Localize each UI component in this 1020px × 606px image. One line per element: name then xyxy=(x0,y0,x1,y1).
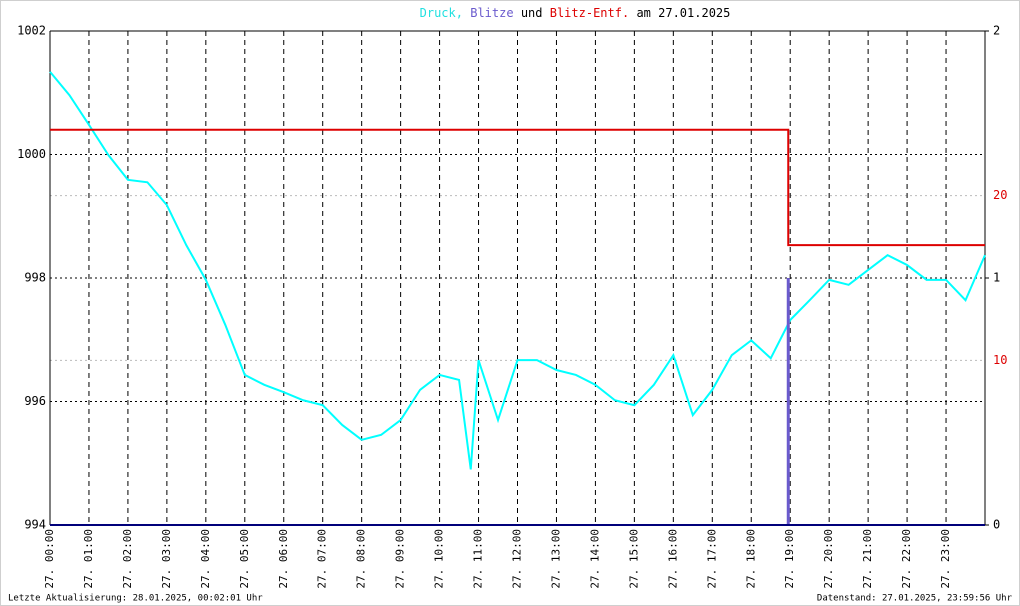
y2-tick-label: 2 xyxy=(993,24,1000,38)
x-tick-label: 27. 04:00 xyxy=(199,529,212,589)
y-tick-label: 1002 xyxy=(17,24,46,38)
x-tick-label: 27. 15:00 xyxy=(627,529,640,589)
y3-tick-label: 10 xyxy=(993,353,1007,367)
bar xyxy=(786,278,790,525)
title-part: Druck, xyxy=(420,6,463,20)
x-tick-label: 27. 23:00 xyxy=(939,529,952,589)
y3-tick-label: 20 xyxy=(993,188,1007,202)
y-tick-label: 996 xyxy=(24,394,46,408)
x-tick-label: 27. 11:00 xyxy=(472,529,485,589)
x-tick-label: 27. 07:00 xyxy=(316,529,329,589)
x-tick-label: 27. 19:00 xyxy=(783,529,796,589)
x-tick-label: 27. 12:00 xyxy=(511,529,524,589)
x-tick-label: 27. 02:00 xyxy=(121,529,134,589)
x-tick-label: 27. 09:00 xyxy=(394,529,407,589)
title-part: Blitze xyxy=(470,6,513,20)
x-tick-label: 27. 20:00 xyxy=(822,529,835,589)
y2-tick-label: 1 xyxy=(993,271,1000,285)
x-tick-label: 27. 06:00 xyxy=(277,529,290,589)
title-part: und xyxy=(521,6,543,20)
chart-title: Druck, Blitze und Blitz-Entf. am 27.01.2… xyxy=(420,6,731,20)
x-tick-label: 27. 14:00 xyxy=(588,529,601,589)
x-tick-label: 27. 18:00 xyxy=(744,529,757,589)
x-tick-label: 27. 21:00 xyxy=(861,529,874,589)
title-part: Blitz-Entf. xyxy=(550,6,629,20)
x-tick-label: 27. 08:00 xyxy=(355,529,368,589)
x-tick-label: 27. 03:00 xyxy=(160,529,173,589)
footer-right: Datenstand: 27.01.2025, 23:59:56 Uhr xyxy=(817,594,1013,604)
y-tick-label: 998 xyxy=(24,271,46,285)
x-tick-label: 27. 10:00 xyxy=(433,529,446,589)
series-line xyxy=(49,71,986,470)
y-tick-label: 1000 xyxy=(17,147,46,161)
x-tick-label: 27. 01:00 xyxy=(82,529,95,589)
x-tick-label: 27. 05:00 xyxy=(238,529,251,589)
x-tick-label: 27. 13:00 xyxy=(549,529,562,589)
x-tick-label: 27. 17:00 xyxy=(705,529,718,589)
series-line xyxy=(50,128,985,247)
x-tick-label: 27. 22:00 xyxy=(900,529,913,589)
y-tick-label: 994 xyxy=(24,518,46,532)
footer-left: Letzte Aktualisierung: 28.01.2025, 00:02… xyxy=(8,594,263,604)
x-tick-label: 27. 16:00 xyxy=(666,529,679,589)
y2-tick-label: 0 xyxy=(993,518,1000,532)
title-part: am 27.01.2025 xyxy=(636,6,730,20)
x-tick-label: 27. 00:00 xyxy=(43,529,56,589)
